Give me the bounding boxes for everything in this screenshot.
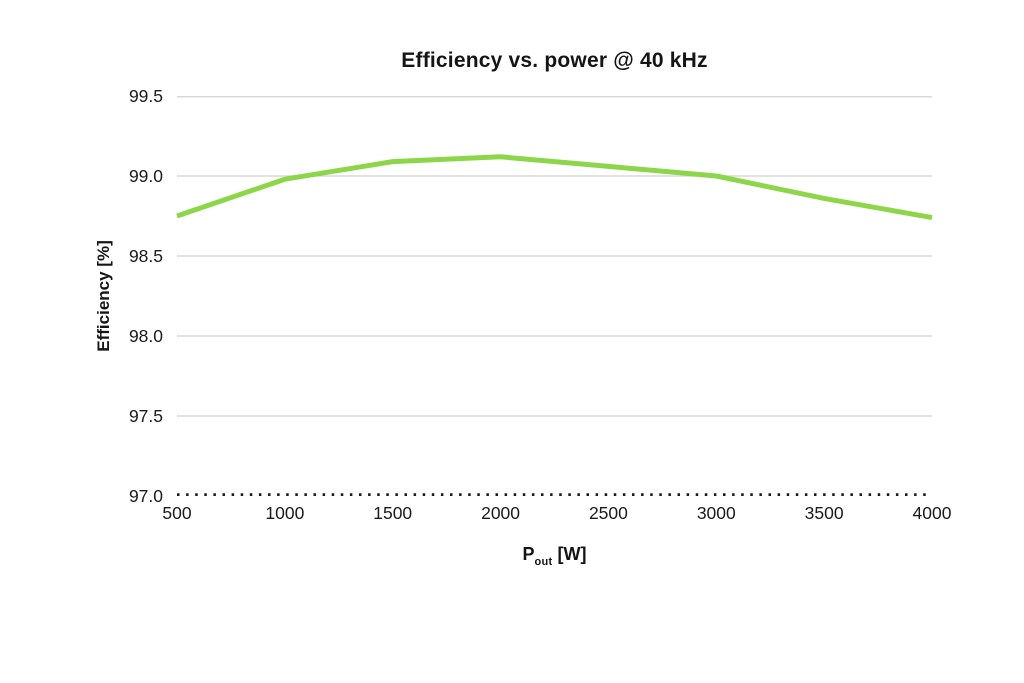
y-tick-label: 99.0 bbox=[128, 166, 163, 186]
x-tick-label: 1000 bbox=[265, 503, 305, 523]
efficiency-line-series bbox=[176, 154, 933, 221]
x-tick-label: 3000 bbox=[696, 503, 736, 523]
series-line bbox=[176, 154, 933, 221]
x-tick-label: 3500 bbox=[804, 503, 844, 523]
x-tick-label: 500 bbox=[162, 503, 192, 523]
x-axis-title-base: P bbox=[522, 544, 535, 564]
y-tick-label: 99.5 bbox=[128, 86, 163, 106]
y-tick-label: 97.0 bbox=[128, 486, 163, 506]
x-axis-title: Pout [W] bbox=[177, 544, 932, 568]
y-tick-label: 98.0 bbox=[128, 326, 163, 346]
chart-title: Efficiency vs. power @ 40 kHz bbox=[401, 49, 708, 72]
x-axis-title-subscript: out bbox=[534, 556, 553, 568]
gridlines bbox=[177, 96, 932, 417]
x-tick-label: 1500 bbox=[373, 503, 413, 523]
x-tick-label: 2500 bbox=[588, 503, 628, 523]
y-tick-label: 98.5 bbox=[128, 246, 163, 266]
plot-area bbox=[176, 96, 933, 496]
y-tick-label: 97.5 bbox=[128, 406, 163, 426]
x-axis-title-unit: [W] bbox=[552, 544, 587, 564]
x-tick-label: 4000 bbox=[912, 503, 952, 523]
x-tick-label: 2000 bbox=[481, 503, 521, 523]
